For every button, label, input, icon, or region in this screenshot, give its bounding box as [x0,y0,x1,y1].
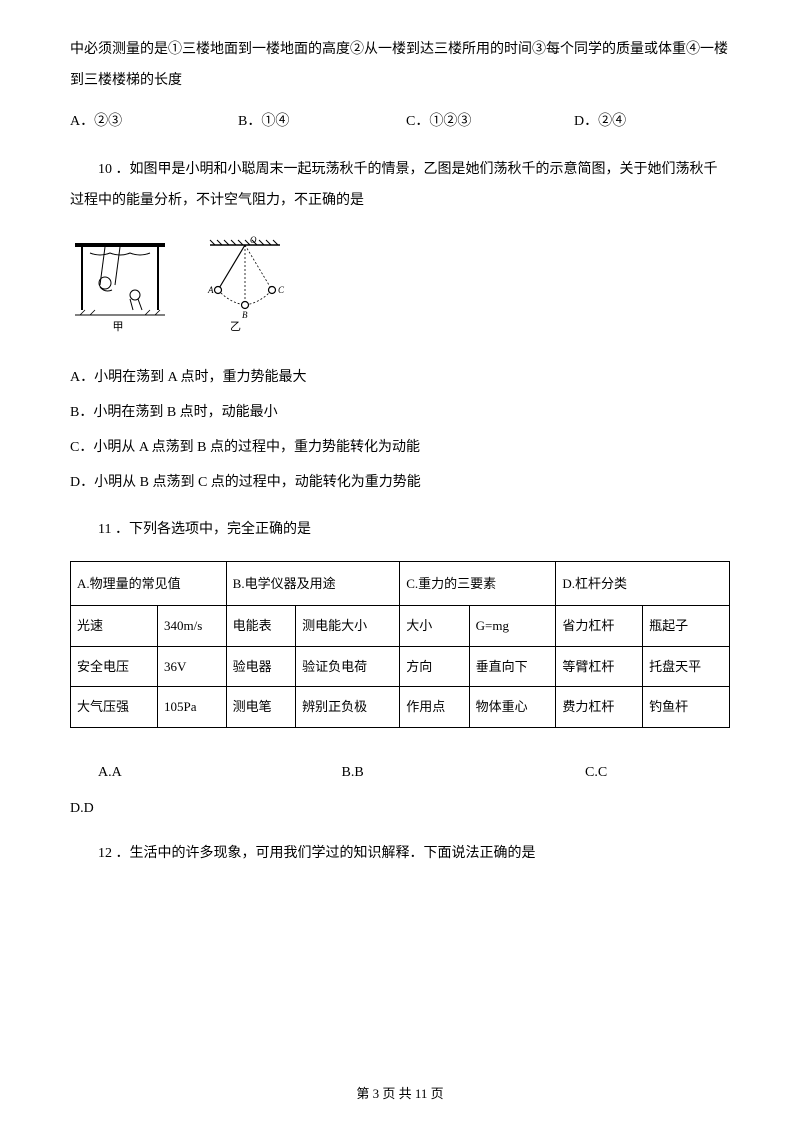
cell: 测电笔 [226,687,295,728]
cell: 作用点 [400,687,469,728]
cell: 36V [158,646,227,687]
q9-choice-b: B．①④ [238,107,406,138]
cell: 物体重心 [469,687,556,728]
svg-text:B: B [242,310,248,320]
q11-text: 11 ．下列各选项中，完全正确的是 [70,515,730,546]
q11-answer-d: D.D [70,794,730,825]
swing-diagram-icon: 甲 O A B C 乙 [70,235,290,335]
table-header-row: A.物理量的常见值 B.电学仪器及用途 C.重力的三要素 D.杠杆分类 [71,561,730,606]
q10-option-a: A．小明在荡到 A 点时，重力势能最大 [70,360,730,395]
q9-choices: A．②③ B．①④ C．①②③ D．②④ [70,107,730,138]
q10-option-c: C．小明从 A 点荡到 B 点的过程中，重力势能转化为动能 [70,430,730,465]
cell: 省力杠杆 [556,606,643,647]
q12-text: 12 ．生活中的许多现象，可用我们学过的知识解释．下面说法正确的是 [70,839,730,870]
cell: 钓鱼杆 [643,687,730,728]
q11-answers-row1: A.A B.B C.C [70,758,730,789]
svg-text:A: A [207,285,214,295]
page-footer: 第 3 页 共 11 页 [0,1083,800,1102]
cell: 大气压强 [71,687,158,728]
cell: 验电器 [226,646,295,687]
table-row: 安全电压 36V 验电器 验证负电荷 方向 垂直向下 等臂杠杆 托盘天平 [71,646,730,687]
q11-answer-c: C.C [585,758,645,789]
q11-answer-b: B.B [342,758,582,789]
cell: 105Pa [158,687,227,728]
q9-choice-c: C．①②③ [406,107,574,138]
cell: 方向 [400,646,469,687]
q10-option-b: B．小明在荡到 B 点时，动能最小 [70,395,730,430]
cell: 测电能大小 [296,606,400,647]
header-a: A.物理量的常见值 [71,561,227,606]
cell: 垂直向下 [469,646,556,687]
cell: 电能表 [226,606,295,647]
header-c: C.重力的三要素 [400,561,556,606]
q10-figure: 甲 O A B C 乙 [70,235,730,340]
q9-choice-a: A．②③ [70,107,238,138]
cell: 费力杠杆 [556,687,643,728]
svg-text:C: C [278,285,285,295]
header-d: D.杠杆分类 [556,561,730,606]
q11-answer-a: A.A [98,758,338,789]
cell: 340m/s [158,606,227,647]
q11-table: A.物理量的常见值 B.电学仪器及用途 C.重力的三要素 D.杠杆分类 光速 3… [70,561,730,728]
svg-text:甲: 甲 [113,321,124,333]
cell: 托盘天平 [643,646,730,687]
cell: 安全电压 [71,646,158,687]
q10-option-d: D．小明从 B 点荡到 C 点的过程中，动能转化为重力势能 [70,465,730,500]
svg-text:乙: 乙 [230,320,241,333]
q10-text: 10 ．如图甲是小明和小聪周末一起玩荡秋千的情景，乙图是她们荡秋千的示意简图，关… [70,155,730,217]
cell: 瓶起子 [643,606,730,647]
q9-choice-d: D．②④ [574,107,730,138]
cell: G=mg [469,606,556,647]
cell: 光速 [71,606,158,647]
table-row: 大气压强 105Pa 测电笔 辨别正负极 作用点 物体重心 费力杠杆 钓鱼杆 [71,687,730,728]
cell: 验证负电荷 [296,646,400,687]
q9-continuation: 中必须测量的是①三楼地面到一楼地面的高度②从一楼到达三楼所用的时间③每个同学的质… [70,35,730,97]
cell: 辨别正负极 [296,687,400,728]
cell: 大小 [400,606,469,647]
svg-text:O: O [250,235,257,245]
header-b: B.电学仪器及用途 [226,561,400,606]
table-row: 光速 340m/s 电能表 测电能大小 大小 G=mg 省力杠杆 瓶起子 [71,606,730,647]
cell: 等臂杠杆 [556,646,643,687]
